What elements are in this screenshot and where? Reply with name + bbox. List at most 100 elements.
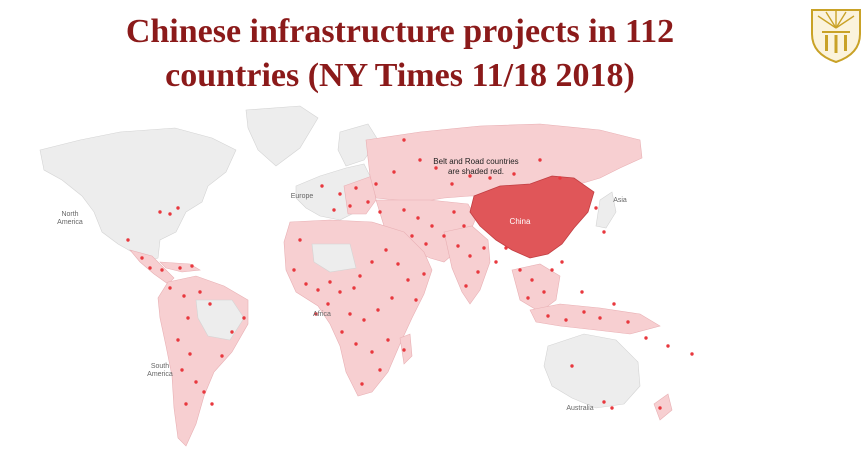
project-dot bbox=[462, 224, 466, 228]
project-dot bbox=[418, 158, 422, 162]
project-dot bbox=[594, 206, 598, 210]
project-dot bbox=[570, 364, 574, 368]
slide-title: Chinese infrastructure projects in 112 c… bbox=[0, 10, 800, 98]
new-zealand-region bbox=[653, 393, 673, 421]
project-dot bbox=[316, 288, 320, 292]
project-dot bbox=[402, 138, 406, 142]
china-label: China bbox=[510, 217, 531, 226]
project-dot bbox=[494, 260, 498, 264]
project-dot bbox=[370, 260, 374, 264]
project-dot bbox=[354, 342, 358, 346]
project-dot bbox=[558, 176, 562, 180]
project-dot bbox=[354, 186, 358, 190]
project-dot bbox=[332, 208, 336, 212]
project-dot bbox=[612, 302, 616, 306]
project-dot bbox=[378, 368, 382, 372]
project-dot bbox=[580, 290, 584, 294]
indonesia-region bbox=[529, 303, 661, 335]
project-dot bbox=[378, 210, 382, 214]
project-dot bbox=[208, 302, 212, 306]
project-dot bbox=[476, 270, 480, 274]
china-region bbox=[469, 175, 595, 259]
title-line-2: countries (NY Times 11/18 2018) bbox=[165, 57, 635, 94]
project-dot bbox=[402, 208, 406, 212]
project-dot bbox=[304, 282, 308, 286]
project-dot bbox=[140, 256, 144, 260]
project-dot bbox=[406, 278, 410, 282]
project-dot bbox=[456, 244, 460, 248]
project-dot bbox=[370, 350, 374, 354]
project-dot bbox=[422, 272, 426, 276]
eastern-europe-region bbox=[343, 175, 377, 215]
label-south-america-line-2: America bbox=[147, 371, 173, 378]
project-dot bbox=[362, 318, 366, 322]
project-dot bbox=[464, 284, 468, 288]
project-dot bbox=[320, 184, 324, 188]
project-dot bbox=[482, 246, 486, 250]
project-dot bbox=[338, 192, 342, 196]
project-dot bbox=[546, 314, 550, 318]
project-dot bbox=[560, 260, 564, 264]
southeast-asia-region bbox=[511, 263, 561, 313]
project-dot bbox=[468, 174, 472, 178]
project-dot bbox=[410, 234, 414, 238]
map-note-line-2: are shaded red. bbox=[448, 167, 504, 176]
south-asia-region bbox=[443, 225, 491, 305]
project-dot bbox=[176, 338, 180, 342]
project-dot bbox=[598, 316, 602, 320]
australia-land bbox=[543, 333, 641, 409]
project-dot bbox=[180, 368, 184, 372]
project-dot bbox=[184, 402, 188, 406]
project-dot bbox=[518, 268, 522, 272]
project-dot bbox=[530, 278, 534, 282]
project-dot bbox=[602, 400, 606, 404]
project-dot bbox=[338, 290, 342, 294]
project-dot bbox=[434, 166, 438, 170]
project-dot bbox=[550, 268, 554, 272]
project-dot bbox=[526, 296, 530, 300]
map-note-line-1: Belt and Road countries bbox=[433, 157, 518, 166]
project-dot bbox=[488, 176, 492, 180]
project-dot bbox=[468, 254, 472, 258]
project-dot bbox=[360, 382, 364, 386]
scandinavia-land bbox=[337, 123, 379, 167]
project-dot bbox=[210, 402, 214, 406]
project-dot bbox=[610, 406, 614, 410]
project-dot bbox=[442, 234, 446, 238]
project-dot bbox=[392, 170, 396, 174]
label-asia: Asia bbox=[613, 197, 627, 204]
project-dot bbox=[158, 210, 162, 214]
project-dot bbox=[582, 310, 586, 314]
madagascar-region bbox=[399, 333, 413, 365]
project-dot bbox=[194, 380, 198, 384]
project-dot bbox=[230, 330, 234, 334]
project-dot bbox=[414, 298, 418, 302]
project-dot bbox=[450, 182, 454, 186]
north-africa-land bbox=[311, 243, 357, 273]
project-dot bbox=[452, 210, 456, 214]
project-dot bbox=[386, 338, 390, 342]
brazil-land bbox=[195, 299, 245, 341]
project-dot bbox=[644, 336, 648, 340]
project-dot bbox=[340, 330, 344, 334]
university-seal-logo bbox=[811, 9, 861, 64]
project-dot bbox=[148, 266, 152, 270]
project-dot bbox=[220, 354, 224, 358]
label-australia: Australia bbox=[566, 405, 593, 412]
project-dot bbox=[366, 200, 370, 204]
project-dot bbox=[358, 274, 362, 278]
project-dot bbox=[384, 248, 388, 252]
project-dot bbox=[396, 262, 400, 266]
project-dot bbox=[168, 286, 172, 290]
project-dot bbox=[390, 296, 394, 300]
project-dot bbox=[198, 290, 202, 294]
project-dot bbox=[626, 320, 630, 324]
label-north-america-line-1: North bbox=[61, 211, 78, 218]
project-dot bbox=[190, 264, 194, 268]
project-dot bbox=[402, 348, 406, 352]
project-dot bbox=[176, 206, 180, 210]
project-dots bbox=[126, 138, 694, 410]
project-dot bbox=[658, 406, 662, 410]
project-dot bbox=[348, 312, 352, 316]
